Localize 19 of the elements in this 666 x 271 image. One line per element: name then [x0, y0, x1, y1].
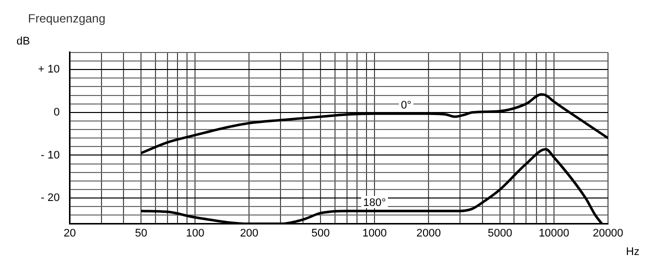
y-axis-title: dB	[16, 35, 30, 48]
x-tick-label: 20	[64, 227, 76, 240]
y-tick-label: + 10	[38, 64, 60, 76]
x-tick-label: 50	[134, 227, 148, 240]
x-axis-title: Hz	[626, 246, 640, 258]
x-tick-label: 5000	[488, 227, 512, 240]
series-label: 180°	[363, 196, 386, 209]
x-tick-label: 100	[186, 227, 204, 240]
series-label: 0°	[400, 100, 412, 112]
y-tick-label: - 20	[40, 192, 60, 204]
chart-title: Frequenzgang	[28, 12, 106, 26]
x-tick-label: 2000	[416, 227, 441, 240]
x-tick-label: 500	[311, 227, 330, 240]
x-tick-label: 20000	[592, 227, 624, 240]
x-tick-label: 10000	[538, 227, 570, 240]
x-tick-label: 200	[240, 227, 258, 240]
y-tick-label: - 10	[40, 149, 60, 162]
x-tick-label: 1000	[362, 227, 387, 240]
y-tick-label: 0	[54, 106, 60, 118]
